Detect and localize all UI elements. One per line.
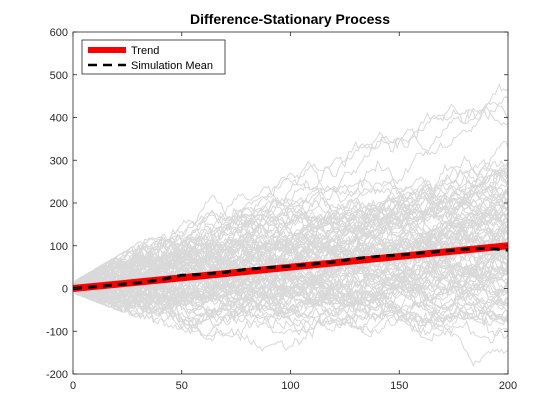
y-tick-label: 600 bbox=[50, 27, 68, 39]
legend-box bbox=[81, 39, 226, 75]
simulation-path bbox=[72, 256, 509, 325]
simulation-path bbox=[72, 279, 509, 324]
simulation-path bbox=[72, 172, 509, 295]
y-tick-label: 0 bbox=[62, 284, 68, 296]
legend: Trend Simulation Mean bbox=[81, 39, 226, 75]
simulation-path bbox=[72, 282, 509, 333]
x-axis: 0 50 100 150 200 bbox=[70, 32, 517, 392]
simulation-path bbox=[72, 163, 509, 289]
x-tick-label: 50 bbox=[176, 380, 188, 392]
series-mean-line bbox=[72, 246, 509, 290]
simulation-path bbox=[72, 95, 509, 290]
x-tick-label: 0 bbox=[70, 380, 76, 392]
y-tick-label: -200 bbox=[46, 369, 68, 381]
y-tick-label: 300 bbox=[50, 155, 68, 167]
legend-label-mean: Simulation Mean bbox=[131, 60, 213, 72]
y-axis: -200 -100 0 100 200 300 400 500 600 bbox=[46, 27, 508, 381]
simulation-path bbox=[72, 267, 509, 311]
x-tick-label: 100 bbox=[281, 380, 299, 392]
y-tick-label: 500 bbox=[50, 70, 68, 82]
simulation-path bbox=[72, 205, 509, 315]
simulation-path bbox=[72, 274, 509, 321]
y-tick-label: 100 bbox=[50, 241, 68, 253]
simulation-path bbox=[72, 169, 509, 295]
y-tick-label: 400 bbox=[50, 113, 68, 125]
simulation-path bbox=[72, 272, 509, 320]
series-lines bbox=[72, 242, 509, 292]
simulation-path bbox=[72, 250, 509, 339]
x-tick-label: 200 bbox=[499, 380, 517, 392]
simulation-path bbox=[72, 186, 509, 289]
simulation-path bbox=[72, 200, 509, 303]
x-tick-label: 150 bbox=[390, 380, 408, 392]
y-tick-label: -100 bbox=[46, 326, 68, 338]
simulation-path bbox=[72, 251, 509, 325]
simulation-path bbox=[72, 215, 509, 296]
legend-label-trend: Trend bbox=[131, 45, 159, 57]
plot-area: 0 50 100 150 200 -200 -100 0 100 200 300 400 500 600 bbox=[46, 27, 517, 392]
y-tick-label: 200 bbox=[50, 198, 68, 210]
chart-title: Difference-Stationary Process bbox=[190, 11, 390, 27]
